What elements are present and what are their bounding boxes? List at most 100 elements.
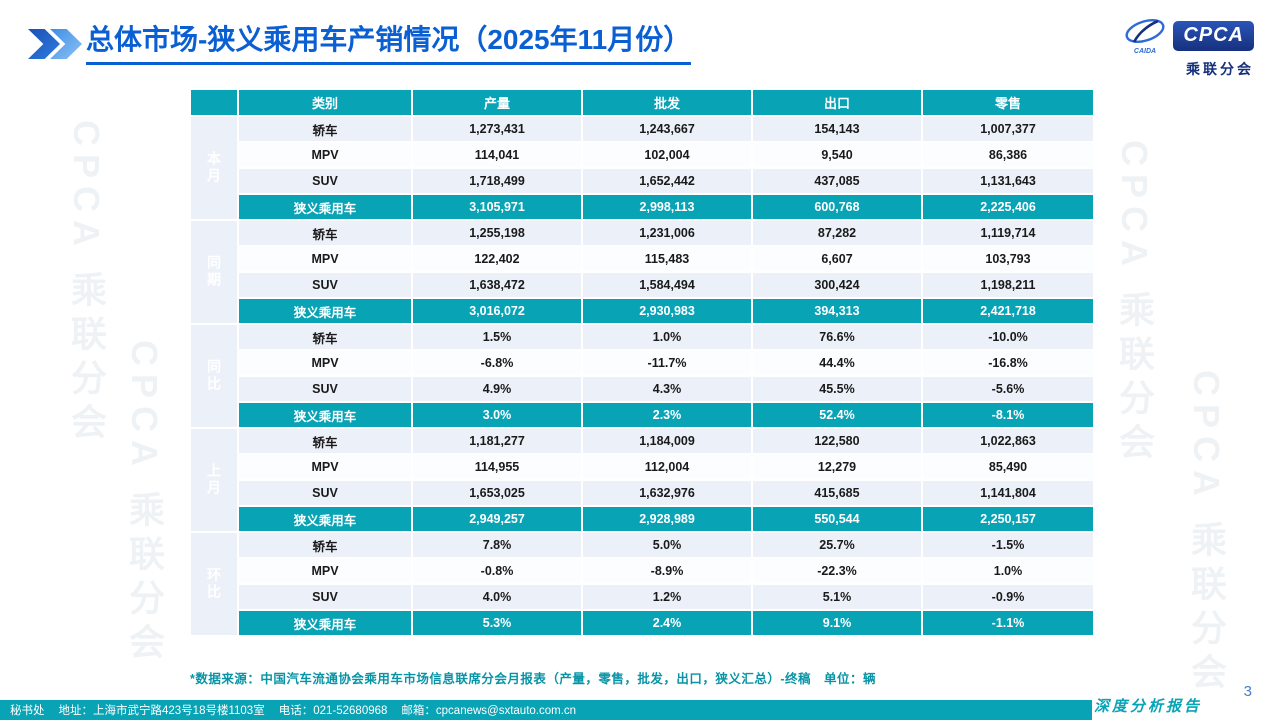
value-cell: 25.7% — [751, 531, 923, 559]
total-row: 狭义乘用车 2,949,257 2,928,989 550,544 2,250,157 — [190, 505, 1095, 533]
cpca-logo-subtitle: 乘联分会 — [1186, 61, 1254, 77]
data-row: MPV 114,041 102,004 9,540 86,386 — [190, 141, 1095, 169]
value-cell: 45.5% — [751, 375, 923, 403]
footer-email: 邮箱：cpcanews@sxtauto.com.cn — [401, 705, 577, 717]
value-cell: 12,279 — [751, 453, 923, 481]
value-cell: 1,131,643 — [921, 167, 1095, 195]
footer-phone: 电话：021-52680968 — [278, 705, 388, 717]
value-cell: 1,181,277 — [411, 427, 583, 455]
brand-watermark: CPCA 乘联分会 — [124, 340, 165, 667]
category-cell: 狭义乘用车 — [237, 297, 413, 325]
value-cell: 1,632,976 — [581, 479, 753, 507]
value-cell: 600,768 — [751, 193, 923, 221]
value-cell: 9.1% — [751, 609, 923, 637]
value-cell: -0.8% — [411, 557, 583, 585]
data-row: SUV 1,638,472 1,584,494 300,424 1,198,211 — [190, 271, 1095, 299]
value-cell: -0.9% — [921, 583, 1095, 611]
value-cell: 2,930,983 — [581, 297, 753, 325]
data-row: 本月 轿车 1,273,431 1,243,667 154,143 1,007,377 — [189, 115, 1095, 221]
value-cell: 1,584,494 — [581, 271, 753, 299]
value-cell: 9,540 — [751, 141, 923, 169]
caida-swoosh-icon: CAIDA — [1125, 19, 1165, 55]
category-cell: SUV — [237, 167, 413, 195]
category-cell: 轿车 — [237, 427, 413, 455]
value-cell: 2,928,989 — [581, 505, 753, 533]
category-cell: 狭义乘用车 — [237, 505, 413, 533]
column-header: 产量 — [411, 88, 583, 117]
value-cell: 1.0% — [921, 557, 1095, 585]
table-corner-cell — [189, 88, 239, 117]
value-cell: 1,255,198 — [411, 219, 583, 247]
total-row: 狭义乘用车 3,016,072 2,930,983 394,313 2,421,718 — [190, 297, 1095, 325]
value-cell: 1,638,472 — [411, 271, 583, 299]
category-cell: MPV — [237, 453, 413, 481]
page-number: 3 — [1243, 683, 1252, 700]
data-row: SUV 1,653,025 1,632,976 415,685 1,141,804 — [190, 479, 1095, 507]
value-cell: 2,250,157 — [921, 505, 1095, 533]
value-cell: 4.0% — [411, 583, 583, 611]
value-cell: 115,483 — [581, 245, 753, 273]
brand-watermark: CPCA 乘联分会 — [66, 120, 107, 447]
value-cell: 2,949,257 — [411, 505, 583, 533]
value-cell: 2,421,718 — [921, 297, 1095, 325]
value-cell: 4.3% — [581, 375, 753, 403]
value-cell: -5.6% — [921, 375, 1095, 403]
brand-watermark: CPCA 乘联分会 — [1114, 140, 1155, 467]
value-cell: -1.1% — [921, 609, 1095, 637]
value-cell: 3,016,072 — [411, 297, 583, 325]
data-row: MPV 114,955 112,004 12,279 85,490 — [190, 453, 1095, 481]
value-cell: 6,607 — [751, 245, 923, 273]
value-cell: 3,105,971 — [411, 193, 583, 221]
value-cell: 1,141,804 — [921, 479, 1095, 507]
value-cell: -8.9% — [581, 557, 753, 585]
category-cell: MPV — [237, 245, 413, 273]
production-sales-table-wrap: 类别 产量 批发 出口 零售 本月 轿车 1,273,431 1,243,667 154,143 1… — [189, 88, 1095, 637]
category-cell: SUV — [237, 479, 413, 507]
value-cell: 2,998,113 — [581, 193, 753, 221]
value-cell: 102,004 — [581, 141, 753, 169]
value-cell: 1,198,211 — [921, 271, 1095, 299]
category-cell: SUV — [237, 375, 413, 403]
category-cell: 轿车 — [237, 115, 413, 143]
category-cell: 轿车 — [237, 219, 413, 247]
brand-watermark: CPCA 乘联分会 — [1186, 370, 1227, 697]
data-row: MPV -6.8% -11.7% 44.4% -16.8% — [190, 349, 1095, 377]
value-cell: 44.4% — [751, 349, 923, 377]
value-cell: -6.8% — [411, 349, 583, 377]
footer-bar: 秘书处 地址：上海市武宁路423号18号楼1103室 电话：021-526809… — [0, 700, 1092, 720]
value-cell: 1,653,025 — [411, 479, 583, 507]
footer-address: 地址：上海市武宁路423号18号楼1103室 — [58, 705, 265, 717]
value-cell: 5.0% — [581, 531, 753, 559]
value-cell: 1,718,499 — [411, 167, 583, 195]
row-group-label: 同比 — [189, 323, 239, 429]
value-cell: 1,273,431 — [411, 115, 583, 143]
value-cell: 1,022,863 — [921, 427, 1095, 455]
category-cell: 狭义乘用车 — [237, 401, 413, 429]
cpca-logo: CAIDA CPCA 乘联分会 — [1094, 16, 1254, 79]
row-group-label: 同期 — [189, 219, 239, 325]
value-cell: 1.0% — [581, 323, 753, 351]
value-cell: 4.9% — [411, 375, 583, 403]
value-cell: 415,685 — [751, 479, 923, 507]
category-cell: MPV — [237, 349, 413, 377]
data-row: SUV 4.0% 1.2% 5.1% -0.9% — [190, 583, 1095, 611]
data-row: 同期 轿车 1,255,198 1,231,006 87,282 1,119,714 — [189, 219, 1095, 325]
value-cell: 86,386 — [921, 141, 1095, 169]
data-row: 上月 轿车 1,181,277 1,184,009 122,580 1,022,863 — [189, 427, 1095, 533]
value-cell: 122,402 — [411, 245, 583, 273]
caida-label: CAIDA — [1134, 48, 1156, 55]
total-row: 狭义乘用车 5.3% 2.4% 9.1% -1.1% — [190, 609, 1095, 637]
value-cell: 1,007,377 — [921, 115, 1095, 143]
value-cell: 85,490 — [921, 453, 1095, 481]
value-cell: 122,580 — [751, 427, 923, 455]
value-cell: 87,282 — [751, 219, 923, 247]
data-row: 同比 轿车 1.5% 1.0% 76.6% -10.0% — [189, 323, 1095, 429]
value-cell: 2.4% — [581, 609, 753, 637]
category-cell: 轿车 — [237, 531, 413, 559]
value-cell: 1,652,442 — [581, 167, 753, 195]
value-cell: 103,793 — [921, 245, 1095, 273]
category-cell: MPV — [237, 141, 413, 169]
category-cell: 轿车 — [237, 323, 413, 351]
value-cell: 2.3% — [581, 401, 753, 429]
data-source-note: *数据来源：中国汽车流通协会乘用车市场信息联席分会月报表（产量，零售，批发，出口… — [190, 672, 877, 686]
